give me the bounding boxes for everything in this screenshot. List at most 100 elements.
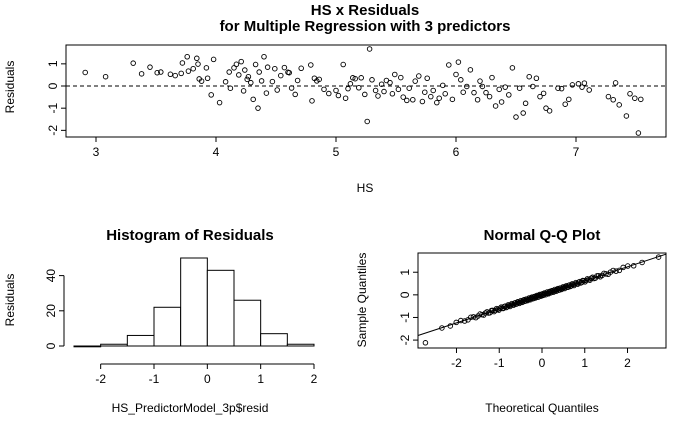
- data-point: [406, 85, 412, 91]
- data-point: [286, 69, 292, 76]
- y-tick-label: 1: [398, 269, 412, 276]
- data-point: [362, 91, 368, 98]
- data-point: [130, 60, 136, 66]
- data-point: [216, 99, 223, 106]
- data-point: [442, 91, 448, 97]
- data-point: [424, 75, 430, 82]
- histogram-bar: [233, 299, 262, 347]
- qq-point: [447, 323, 454, 329]
- histogram-bar: [206, 269, 235, 347]
- x-tick-label: -1: [149, 372, 160, 386]
- data-point: [222, 79, 229, 85]
- data-point: [242, 67, 248, 73]
- y-tick-label: -1: [398, 312, 412, 323]
- data-point: [453, 71, 459, 78]
- data-point: [555, 85, 561, 91]
- data-point: [575, 81, 582, 87]
- histogram-bar: [286, 343, 315, 347]
- data-point: [616, 102, 622, 108]
- data-point: [404, 97, 410, 104]
- qq-point: [453, 319, 459, 326]
- data-point: [264, 64, 271, 70]
- data-point: [255, 105, 261, 111]
- data-point: [347, 81, 354, 87]
- data-point: [198, 78, 205, 84]
- qq-plot-panel: Normal Q-Q Plot Theoretical Quantiles Sa…: [355, 227, 667, 415]
- data-point: [513, 114, 519, 120]
- y-tick-label: 0: [46, 82, 60, 89]
- x-tick-label: 4: [213, 145, 220, 159]
- data-point: [419, 98, 426, 105]
- data-point: [233, 61, 240, 68]
- data-point: [612, 80, 619, 86]
- data-point: [263, 90, 270, 96]
- data-point: [236, 72, 242, 78]
- data-point: [479, 83, 486, 90]
- histogram-panel: Histogram of Residuals HS_PredictorModel…: [3, 227, 318, 415]
- data-point: [422, 89, 428, 95]
- y-tick-label: -2: [46, 125, 60, 136]
- data-point: [464, 83, 470, 90]
- data-point: [502, 84, 508, 90]
- data-point: [566, 96, 572, 103]
- x-tick-label: 2: [624, 356, 631, 370]
- x-tick-label: 2: [311, 372, 318, 386]
- data-point: [471, 89, 477, 96]
- y-tick-label: 1: [46, 60, 60, 67]
- chart-title: Histogram of Residuals: [106, 227, 274, 244]
- x-tick-label: 7: [573, 145, 580, 159]
- data-point: [261, 53, 267, 60]
- data-point: [467, 67, 474, 73]
- qq-point: [639, 259, 645, 266]
- data-point: [562, 101, 568, 107]
- y-tick-label: -2: [398, 334, 412, 345]
- data-point: [203, 65, 210, 71]
- y-axis-label: Residuals: [3, 61, 17, 114]
- data-point: [477, 78, 483, 84]
- data-point: [278, 72, 284, 79]
- data-point: [138, 71, 145, 77]
- chart-title: Normal Q-Q Plot: [484, 227, 601, 244]
- x-axis-label: HS_PredictorModel_3p$resid: [112, 401, 269, 415]
- data-point: [392, 71, 398, 78]
- data-point: [398, 74, 404, 81]
- x-tick-label: 1: [257, 372, 264, 386]
- data-point: [569, 82, 576, 88]
- data-point: [345, 85, 351, 92]
- data-point: [281, 64, 288, 71]
- histogram-bar: [180, 257, 208, 347]
- data-point: [395, 86, 402, 93]
- data-point: [274, 87, 280, 93]
- data-point: [326, 90, 332, 97]
- data-point: [294, 77, 301, 84]
- residual-scatter-panel: HS x Residuals for Multiple Regression w…: [3, 2, 667, 195]
- data-point: [238, 58, 244, 65]
- data-point: [364, 118, 370, 125]
- x-tick-label: -2: [95, 372, 106, 386]
- data-point: [178, 70, 184, 77]
- data-point: [483, 89, 489, 96]
- x-tick-label: 5: [333, 145, 340, 159]
- data-point: [366, 46, 373, 52]
- data-point: [258, 78, 265, 84]
- data-point: [498, 99, 505, 105]
- data-point: [533, 75, 540, 82]
- data-point: [158, 69, 164, 75]
- data-point: [272, 65, 278, 72]
- data-point: [179, 60, 186, 66]
- data-point: [185, 68, 192, 74]
- data-point: [298, 65, 304, 72]
- data-point: [190, 65, 196, 72]
- qq-point: [625, 263, 631, 269]
- y-tick-label: 0: [398, 291, 412, 298]
- qq-point: [610, 267, 616, 274]
- x-axis-label: Theoretical Quantiles: [485, 401, 598, 415]
- x-tick-label: 3: [93, 145, 100, 159]
- data-point: [579, 84, 585, 90]
- data-point: [369, 77, 375, 83]
- data-point: [381, 88, 387, 95]
- data-point: [458, 77, 464, 83]
- x-tick-label: 0: [539, 356, 546, 370]
- data-point: [509, 65, 516, 71]
